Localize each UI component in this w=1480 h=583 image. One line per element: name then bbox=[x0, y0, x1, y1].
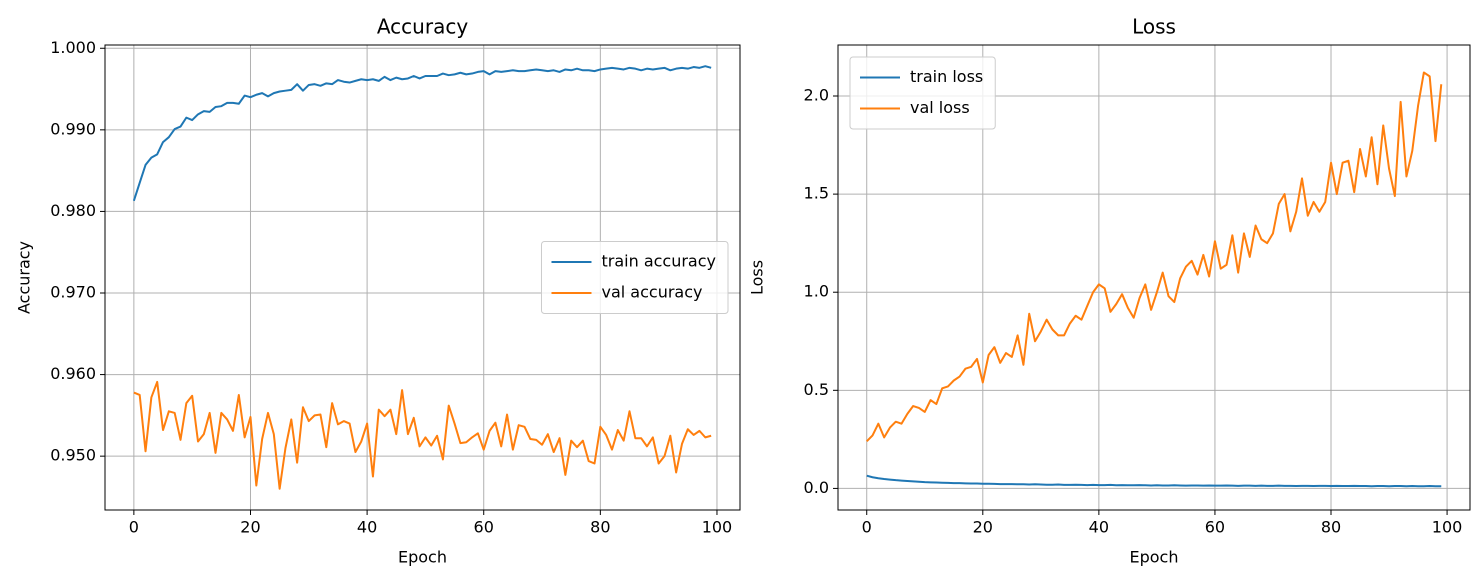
series-line bbox=[866, 474, 1442, 488]
y-tick-label: 1.5 bbox=[804, 184, 829, 203]
series-line bbox=[132, 65, 712, 202]
axes-frame bbox=[104, 44, 741, 511]
legend: train loss val loss bbox=[849, 56, 996, 130]
y-tick-label: 0.960 bbox=[50, 364, 96, 383]
x-tick-label: 80 bbox=[1321, 518, 1341, 537]
x-axis-label: Epoch bbox=[1130, 548, 1179, 567]
axes-frame bbox=[837, 44, 1471, 511]
y-axis-label: Accuracy bbox=[15, 241, 34, 314]
y-tick-label: 0.980 bbox=[50, 201, 96, 220]
y-tick-label: 1.0 bbox=[804, 282, 829, 301]
legend: train accuracy val accuracy bbox=[540, 241, 729, 314]
plot-area bbox=[866, 71, 1443, 488]
x-tick-label: 60 bbox=[474, 518, 494, 537]
x-tick-label: 40 bbox=[1089, 518, 1109, 537]
y-axis-label: Loss bbox=[748, 260, 767, 295]
y-tick-label: 0.970 bbox=[50, 283, 96, 302]
x-tick-label: 40 bbox=[357, 518, 377, 537]
legend-label: train loss bbox=[910, 67, 983, 86]
x-tick-label: 60 bbox=[1205, 518, 1225, 537]
y-tick-label: 0.990 bbox=[50, 119, 96, 138]
plot-area bbox=[132, 65, 712, 490]
x-tick-label: 0 bbox=[129, 518, 139, 537]
subplot: Accuracy 0 20 40 60 80 100 0.950 0.960 0.970 0.980… bbox=[15, 15, 741, 567]
legend-frame bbox=[540, 241, 729, 314]
legend-label: val loss bbox=[910, 98, 970, 117]
chart-title: Loss bbox=[1132, 15, 1176, 39]
x-tick-label: 80 bbox=[590, 518, 610, 537]
x-tick-label: 20 bbox=[973, 518, 993, 537]
x-axis-label: Epoch bbox=[398, 548, 447, 567]
series-line bbox=[866, 71, 1443, 443]
chart-title: Accuracy bbox=[377, 15, 468, 39]
y-tick-label: 0.950 bbox=[50, 446, 96, 465]
legend-label: train accuracy bbox=[601, 252, 716, 271]
x-tick-label: 20 bbox=[240, 518, 260, 537]
x-tick-label: 100 bbox=[702, 518, 733, 537]
legend-label: val accuracy bbox=[601, 283, 702, 302]
y-tick-label: 0.5 bbox=[804, 380, 829, 399]
y-tick-label: 0.0 bbox=[804, 478, 829, 497]
y-tick-label: 1.000 bbox=[50, 38, 96, 57]
legend-frame bbox=[849, 56, 996, 130]
x-tick-label: 0 bbox=[862, 518, 872, 537]
subplot: Loss 0 20 40 60 80 100 0.0 0.5 1.0 1.5 2.0 Epoch Loss… bbox=[748, 15, 1471, 567]
y-tick-label: 2.0 bbox=[804, 86, 829, 105]
x-tick-label: 100 bbox=[1432, 518, 1463, 537]
series-line bbox=[133, 380, 712, 490]
